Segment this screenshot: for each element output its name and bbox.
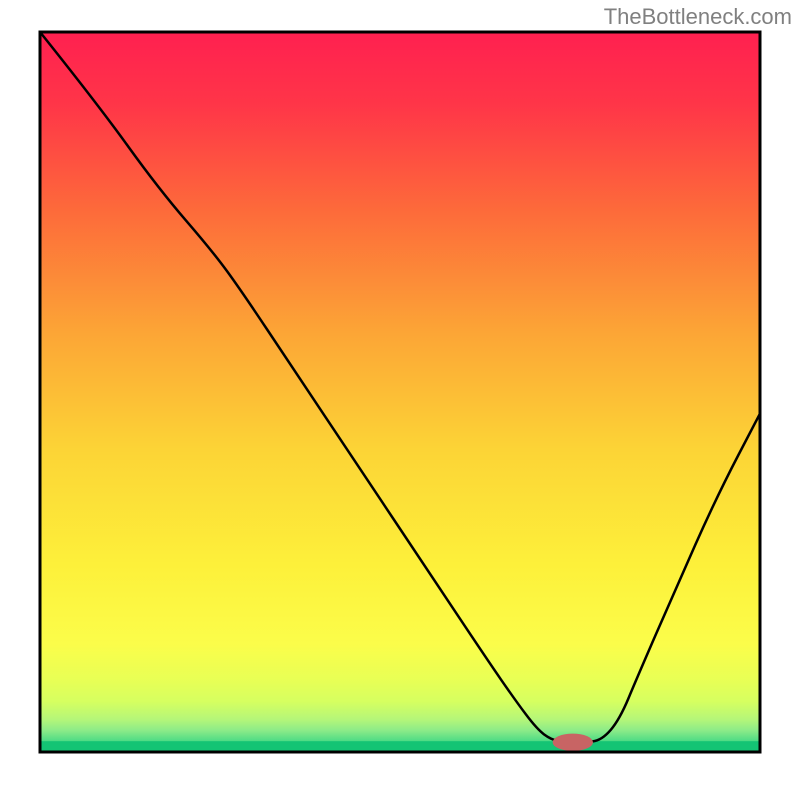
optimum-marker — [553, 734, 593, 751]
chart-bottom-band — [40, 741, 760, 752]
bottleneck-chart — [0, 0, 800, 800]
watermark-text: TheBottleneck.com — [604, 4, 792, 30]
